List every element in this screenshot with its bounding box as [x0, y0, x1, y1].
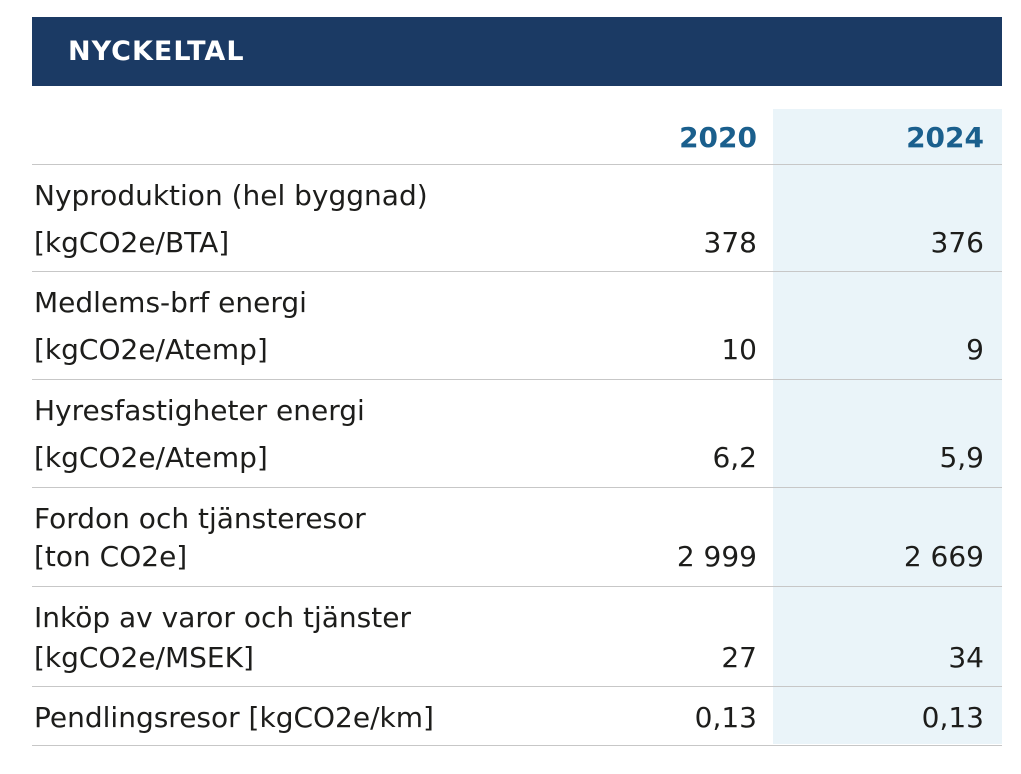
section-title: NYCKELTAL	[68, 36, 245, 67]
row-label: Medlems-brf energi	[34, 286, 307, 319]
column-header-2024: 2024	[906, 121, 984, 154]
row-label: Inköp av varor och tjänster	[34, 601, 411, 634]
row-unit: [kgCO2e/MSEK]	[34, 641, 254, 674]
value-2020: 10	[721, 333, 757, 366]
value-2024: 5,9	[939, 441, 984, 474]
value-2020: 27	[721, 641, 757, 674]
section-header: NYCKELTAL	[32, 17, 1002, 86]
table-header-row: 2020 2024	[32, 109, 1002, 165]
value-2020: 378	[703, 226, 757, 259]
table-row: Fordon och tjänsteresor [ton CO2e] 2 999…	[32, 488, 1002, 587]
value-2024: 0,13	[921, 701, 984, 734]
table-row: Medlems-brf energi [kgCO2e/Atemp] 10 9	[32, 272, 1002, 380]
value-2024: 9	[966, 333, 984, 366]
row-unit: [ton CO2e]	[34, 540, 188, 573]
value-2020: 6,2	[712, 441, 757, 474]
value-2024: 34	[948, 641, 984, 674]
row-unit: [kgCO2e/Atemp]	[34, 441, 268, 474]
value-2020: 2 999	[676, 540, 757, 573]
row-label: Fordon och tjänsteresor	[34, 502, 366, 535]
column-header-2020: 2020	[679, 121, 757, 154]
row-label: Hyresfastigheter energi	[34, 394, 365, 427]
row-unit: [kgCO2e/BTA]	[34, 226, 230, 259]
key-figures-table: 2020 2024 Nyproduktion (hel byggnad) [kg…	[32, 109, 1002, 746]
value-2024: 2 669	[903, 540, 984, 573]
value-2024: 376	[930, 226, 984, 259]
table-row: Inköp av varor och tjänster [kgCO2e/MSEK…	[32, 587, 1002, 687]
table-row: Nyproduktion (hel byggnad) [kgCO2e/BTA] …	[32, 165, 1002, 272]
table-row: Pendlingsresor [kgCO2e/km] 0,13 0,13	[32, 687, 1002, 746]
value-2020: 0,13	[694, 701, 757, 734]
row-label: Pendlingsresor [kgCO2e/km]	[34, 701, 434, 734]
table-row: Hyresfastigheter energi [kgCO2e/Atemp] 6…	[32, 380, 1002, 488]
highlight-column-2024	[773, 109, 1002, 744]
row-unit: [kgCO2e/Atemp]	[34, 333, 268, 366]
row-label: Nyproduktion (hel byggnad)	[34, 179, 428, 212]
